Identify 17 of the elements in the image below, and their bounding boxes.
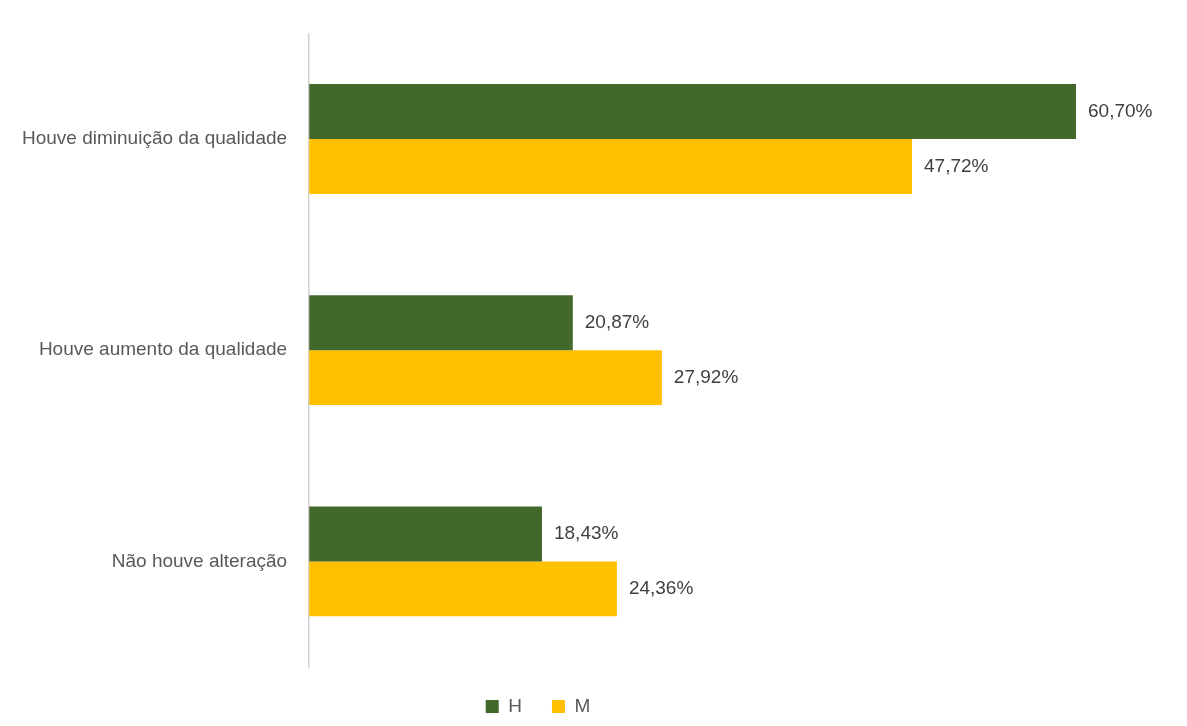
- y-tick-label: Houve aumento da qualidade: [38, 338, 288, 360]
- bar: [309, 506, 542, 562]
- data-label: 24,36%: [628, 577, 694, 599]
- data-label: 27,92%: [673, 365, 739, 387]
- bar: [309, 139, 913, 194]
- data-label: 20,87%: [584, 310, 650, 332]
- y-tick-label: Não houve alteração: [111, 549, 288, 571]
- bar: [309, 561, 617, 617]
- bar: [309, 295, 573, 351]
- bar: [309, 84, 1076, 139]
- data-label: 47,72%: [924, 154, 989, 176]
- legend-label: H: [508, 694, 522, 716]
- bar: [309, 350, 662, 406]
- data-label: 18,43%: [553, 522, 619, 544]
- legend-label: M: [574, 694, 591, 716]
- y-tick-label: Houve diminuição da qualidade: [21, 127, 288, 149]
- data-label: 60,70%: [1088, 99, 1153, 121]
